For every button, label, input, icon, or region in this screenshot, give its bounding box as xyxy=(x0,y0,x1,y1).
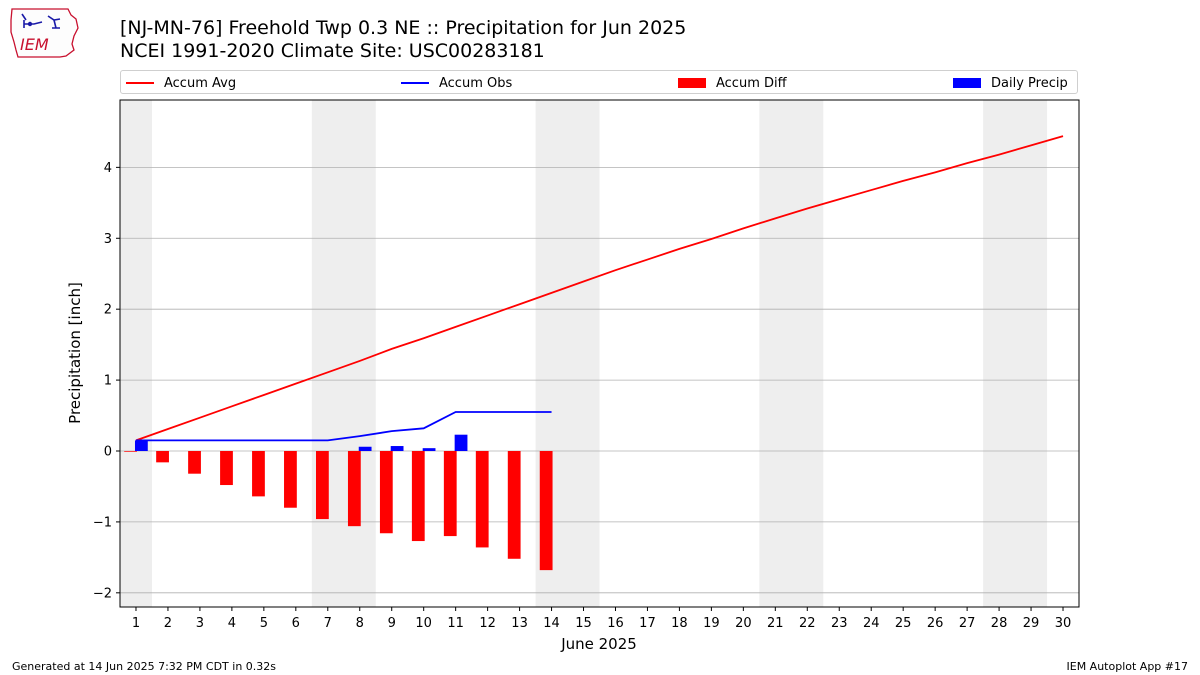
y-tick-label: 4 xyxy=(104,161,112,176)
y-tick-label: 3 xyxy=(104,232,112,247)
weather-station-icon xyxy=(21,13,61,29)
x-tick-label: 24 xyxy=(863,616,880,631)
accum-diff-bar xyxy=(315,451,329,520)
legend-label-daily-precip: Daily Precip xyxy=(991,75,1068,91)
y-tick-label: −1 xyxy=(93,515,112,530)
legend-label-accum-diff: Accum Diff xyxy=(716,75,787,91)
x-tick-label: 8 xyxy=(356,616,364,631)
x-tick-label: 7 xyxy=(324,616,332,631)
x-tick-label: 30 xyxy=(1055,616,1072,631)
x-tick-label: 11 xyxy=(447,616,464,631)
x-tick-label: 26 xyxy=(927,616,944,631)
x-tick-label: 28 xyxy=(991,616,1008,631)
sensor-dot-icon xyxy=(27,21,33,27)
weekend-band xyxy=(120,100,152,607)
accum-avg-line xyxy=(135,135,1064,442)
legend-label-accum-avg: Accum Avg xyxy=(164,75,237,91)
legend-label-accum-obs: Accum Obs xyxy=(439,75,513,91)
y-tick-label: −2 xyxy=(93,586,112,601)
y-axis-ticks: 4 3 2 1 0 −1 −2 xyxy=(93,161,120,601)
chart-title-line1: [NJ-MN-76] Freehold Twp 0.3 NE :: Precip… xyxy=(120,17,687,39)
x-tick-label: 22 xyxy=(799,616,816,631)
daily-precip-bar xyxy=(390,446,404,451)
logo-text: IEM xyxy=(20,35,49,54)
plot-frame xyxy=(119,99,1080,608)
accum-diff-bar xyxy=(379,451,393,534)
daily-precip-bar xyxy=(358,446,372,451)
daily-precip-bar xyxy=(422,448,436,451)
accum-diff-swatch xyxy=(678,78,706,88)
x-axis-label: June 2025 xyxy=(560,635,637,653)
x-tick-label: 18 xyxy=(671,616,688,631)
y-axis-label: Precipitation [inch] xyxy=(66,282,84,424)
accum-diff-bar xyxy=(252,451,265,497)
x-tick-label: 17 xyxy=(639,616,656,631)
iem-logo: IEM xyxy=(10,8,79,58)
x-tick-label: 15 xyxy=(575,616,592,631)
accum-diff-bar xyxy=(443,451,457,537)
legend-item-accum-diff: Accum Diff xyxy=(678,73,787,93)
x-tick-label: 25 xyxy=(895,616,912,631)
x-tick-label: 19 xyxy=(703,616,720,631)
weekend-band xyxy=(983,100,1048,607)
x-tick-label: 27 xyxy=(959,616,976,631)
accum-diff-bar xyxy=(411,451,425,542)
x-tick-label: 6 xyxy=(292,616,300,631)
daily-precip-swatch xyxy=(953,78,981,88)
legend-item-daily-precip: Daily Precip xyxy=(953,73,1068,93)
iowa-outline-icon xyxy=(10,8,79,58)
x-tick-label: 1 xyxy=(132,616,140,631)
grid-lines xyxy=(120,166,1079,594)
daily-precip-bar xyxy=(454,434,468,451)
weekend-shading xyxy=(120,100,1048,607)
accum-diff-bar xyxy=(347,451,361,527)
footer-app: IEM Autoplot App #17 xyxy=(1066,660,1189,673)
accum-diff-bar xyxy=(539,451,553,571)
x-tick-label: 14 xyxy=(543,616,560,631)
accum-diff-bar xyxy=(475,451,489,548)
x-tick-label: 4 xyxy=(228,616,236,631)
accum-diff-bar xyxy=(124,451,137,452)
x-tick-label: 3 xyxy=(196,616,204,631)
x-tick-label: 5 xyxy=(260,616,268,631)
y-tick-label: 1 xyxy=(104,374,112,389)
footer-generated: Generated at 14 Jun 2025 7:32 PM CDT in … xyxy=(12,660,277,673)
weekend-band xyxy=(311,100,376,607)
x-tick-label: 9 xyxy=(388,616,396,631)
x-tick-label: 21 xyxy=(767,616,784,631)
weekend-band xyxy=(759,100,824,607)
accum-diff-bar xyxy=(220,451,233,486)
accum-diff-bar xyxy=(507,451,521,559)
chart-title-line2: NCEI 1991-2020 Climate Site: USC00283181 xyxy=(120,40,545,62)
accum-obs-line xyxy=(135,411,552,442)
x-tick-label: 13 xyxy=(511,616,528,631)
y-tick-label: 0 xyxy=(104,445,112,460)
accum-obs-swatch xyxy=(401,82,429,84)
daily-precip-bar xyxy=(134,440,148,451)
x-axis-ticks: 1 2 3 4 5 6 7 8 9 10 11 12 13 14 15 16 17 18 19 20 21 22 23 24 2… xyxy=(132,607,1071,631)
x-tick-label: 16 xyxy=(607,616,624,631)
legend-item-accum-obs: Accum Obs xyxy=(401,73,512,93)
accum-diff-bar xyxy=(284,451,297,508)
accum-diff-bar xyxy=(188,451,201,474)
x-tick-label: 10 xyxy=(415,616,432,631)
x-tick-label: 29 xyxy=(1023,616,1040,631)
x-tick-label: 23 xyxy=(831,616,848,631)
x-tick-label: 20 xyxy=(735,616,752,631)
x-tick-label: 12 xyxy=(479,616,496,631)
y-tick-label: 2 xyxy=(104,303,112,318)
accum-diff-bars xyxy=(124,451,553,571)
accum-diff-bar xyxy=(156,451,169,463)
legend-item-accum-avg: Accum Avg xyxy=(126,73,236,93)
accum-lines xyxy=(135,135,1064,442)
accum-avg-swatch xyxy=(126,82,154,84)
x-tick-label: 2 xyxy=(164,616,172,631)
daily-precip-bars xyxy=(134,434,468,451)
legend: Accum Avg Accum Obs Accum Diff Daily Pre… xyxy=(120,70,1078,94)
